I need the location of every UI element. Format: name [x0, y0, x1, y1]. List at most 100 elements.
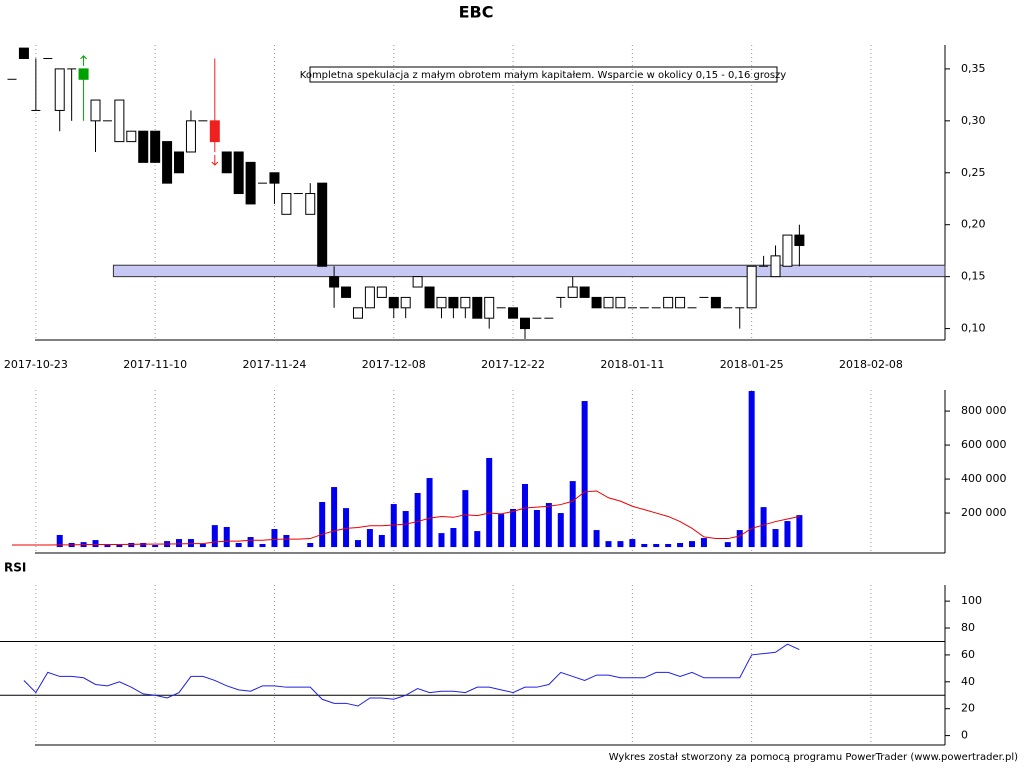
- volume-bar: [724, 542, 731, 548]
- candle-body: [18, 47, 29, 60]
- x-tick-label: 2017-10-23: [4, 358, 68, 371]
- volume-bar: [736, 530, 743, 548]
- volume-bar: [784, 521, 791, 548]
- volume-bar: [474, 531, 481, 548]
- y-tick-label: 0: [961, 729, 968, 742]
- volume-bar: [665, 543, 672, 548]
- volume-bar: [283, 534, 290, 548]
- volume-bar: [176, 539, 183, 548]
- candle-body: [138, 130, 149, 163]
- candle-body: [472, 296, 483, 319]
- candle-body: [794, 234, 805, 246]
- candle-body: [412, 276, 423, 288]
- candle-body: [484, 296, 495, 319]
- candle-body: [352, 307, 363, 319]
- candle-body: [126, 130, 137, 143]
- candle-body: [591, 296, 602, 309]
- y-tick-label: 100: [961, 594, 982, 607]
- volume-bar: [653, 543, 660, 548]
- footer: Wykres został stworzony za pomocą progra…: [609, 752, 1018, 763]
- volume-bar: [760, 507, 767, 548]
- volume-bar: [486, 457, 493, 548]
- annotation: Kompletna spekulacja z małym obrotem mał…: [300, 70, 787, 81]
- x-tick-label: 2018-01-11: [600, 358, 664, 371]
- volume-bar: [211, 525, 218, 548]
- volume-bar: [796, 515, 803, 548]
- volume-bar: [700, 538, 707, 548]
- volume-bar: [128, 542, 135, 548]
- volume-bar: [462, 490, 469, 548]
- candle-body: [281, 193, 292, 215]
- x-tick-label: 2017-12-08: [362, 358, 426, 371]
- candle-body: [54, 68, 65, 111]
- candle-body: [388, 296, 399, 309]
- candle-body: [305, 193, 316, 215]
- volume-bar: [605, 541, 612, 548]
- candle-body: [710, 296, 721, 309]
- volume-bar: [354, 540, 361, 548]
- volume-bar: [426, 478, 433, 548]
- candle-body: [579, 286, 590, 298]
- rsi-title: RSI: [4, 561, 26, 575]
- volume-bar: [140, 542, 147, 548]
- candle-body: [78, 68, 89, 80]
- y-tick-label: 0,30: [961, 114, 986, 127]
- volume-bar: [92, 540, 99, 548]
- volume-bar: [390, 504, 397, 548]
- volume-bar: [557, 513, 564, 548]
- x-tick-label: 2017-11-24: [242, 358, 306, 371]
- candle-body: [519, 317, 530, 330]
- candle-body: [233, 151, 244, 195]
- volume-bar: [247, 537, 254, 548]
- y-tick-label: 0,20: [961, 218, 986, 231]
- volume-bar: [307, 542, 314, 548]
- annotation-box: [309, 66, 778, 83]
- volume-bar: [689, 541, 696, 548]
- candle-body: [341, 286, 352, 298]
- candle-body: [436, 296, 447, 309]
- moving-average-line: [12, 490, 800, 546]
- candle-body: [150, 130, 161, 163]
- volume-bar: [510, 508, 517, 548]
- candle-body: [448, 296, 459, 309]
- x-tick-label: 2018-02-08: [839, 358, 903, 371]
- candle-body: [174, 151, 185, 174]
- candle-body: [508, 307, 519, 319]
- x-tick-label: 2017-12-22: [481, 358, 545, 371]
- volume-bar: [545, 503, 552, 548]
- volume-bar: [271, 529, 278, 548]
- y-tick-label: 0,10: [961, 322, 986, 335]
- volume-bar: [521, 483, 528, 548]
- support-zone: [112, 264, 946, 278]
- y-tick-label: 0,35: [961, 62, 986, 75]
- y-tick-label: 60: [961, 648, 975, 661]
- volume-bar: [748, 391, 755, 548]
- volume-bar: [677, 542, 684, 548]
- volume-bar: [438, 533, 445, 548]
- volume-bar: [366, 529, 373, 548]
- volume-bar: [593, 530, 600, 548]
- candle-body: [221, 151, 232, 174]
- candle-body: [90, 99, 101, 122]
- candle-body: [162, 141, 173, 184]
- y-tick-label: 20: [961, 702, 975, 715]
- volume-bar: [569, 481, 576, 548]
- candle-body: [663, 296, 674, 309]
- y-tick-label: 200 000: [961, 506, 1007, 519]
- volume-bar: [378, 534, 385, 548]
- volume-bar: [319, 502, 326, 548]
- y-tick-label: 600 000: [961, 438, 1007, 451]
- volume-bar: [187, 539, 194, 548]
- candle-body: [460, 296, 471, 309]
- volume-bar: [581, 401, 588, 548]
- y-tick-label: 80: [961, 621, 975, 634]
- candle-body: [603, 296, 614, 309]
- volume-bar: [152, 545, 159, 548]
- y-tick-label: 800 000: [961, 404, 1007, 417]
- signal-arrow: [80, 55, 87, 66]
- volume-bar: [56, 534, 63, 548]
- volume-bar: [116, 545, 123, 548]
- candle-body: [675, 296, 686, 309]
- candle-body: [782, 234, 793, 267]
- candle-body: [770, 255, 781, 278]
